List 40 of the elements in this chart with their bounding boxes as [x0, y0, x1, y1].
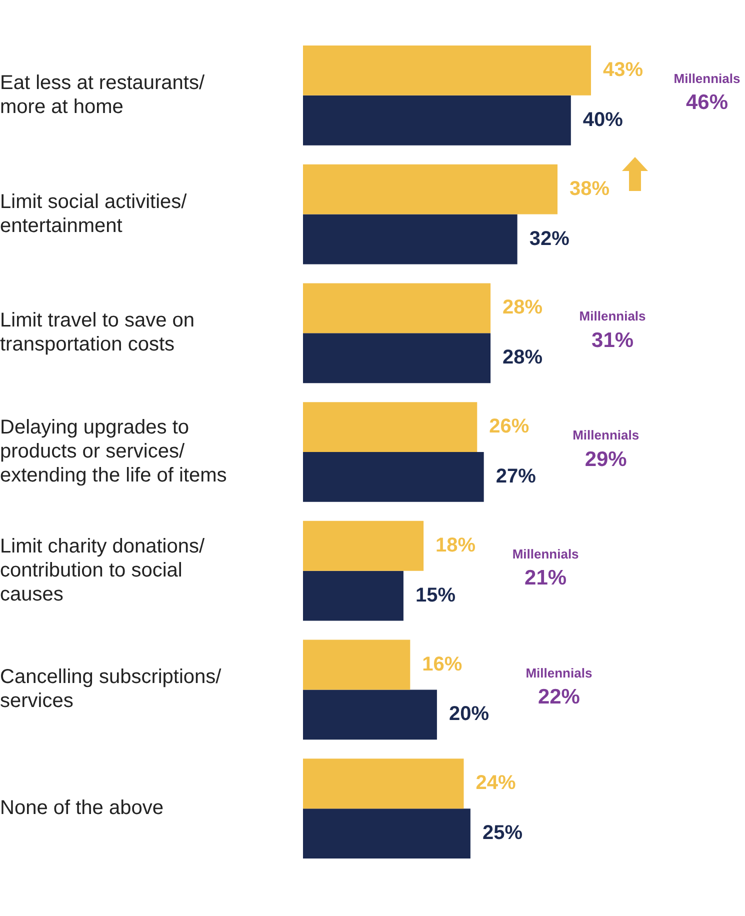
- annotation: Millennials 31%: [579, 308, 646, 352]
- data-label: 24%: [476, 772, 516, 794]
- data-label: 28%: [502, 346, 543, 369]
- bar: [303, 690, 437, 740]
- bar: [303, 570, 404, 621]
- data-label: 32%: [529, 228, 570, 250]
- bar: [303, 452, 484, 502]
- bar: [303, 283, 491, 334]
- data-label: 25%: [482, 822, 523, 844]
- data-label: 38%: [570, 178, 610, 200]
- bar: [303, 520, 424, 571]
- data-label: 43%: [603, 58, 644, 81]
- y-tick-label: Limit travel to save on transportation costs: [0, 310, 195, 356]
- data-label: 20%: [448, 703, 490, 726]
- y-tick-label: Eat less at restaurants/ more at home: [0, 72, 205, 118]
- data-label: 26%: [489, 416, 530, 438]
- bar: [303, 164, 558, 214]
- bar: [303, 808, 470, 858]
- text: Millennials 46%: [674, 71, 740, 114]
- annotation: Millennials 22%: [526, 665, 592, 709]
- data-label: 27%: [496, 465, 536, 488]
- data-label: 15%: [415, 584, 456, 606]
- data-label: 16%: [422, 653, 462, 676]
- y-tick-label: Limit charity donations/ contribution to social causes: [0, 535, 205, 606]
- bar: [303, 402, 478, 452]
- annotation: Millennials 21%: [512, 546, 579, 590]
- y-tick-label: None of the above: [0, 797, 164, 820]
- bar: [303, 46, 591, 96]
- data-label: 28%: [502, 296, 543, 319]
- y-tick-label: Delaying upgrades to products or services/ extending the life of items: [0, 416, 227, 487]
- bar: [303, 333, 491, 384]
- y-tick-label: Cancelling subscriptions/ services: [0, 666, 222, 712]
- bar: [303, 758, 464, 809]
- y-tick-label: Limit social activities/ entertainment: [0, 190, 188, 237]
- annotation: Millennials 29%: [572, 428, 640, 471]
- data-label: 18%: [436, 534, 476, 556]
- data-label: 40%: [582, 108, 624, 131]
- bar: [303, 95, 571, 146]
- bar: [303, 640, 410, 690]
- bar: [303, 214, 518, 264]
